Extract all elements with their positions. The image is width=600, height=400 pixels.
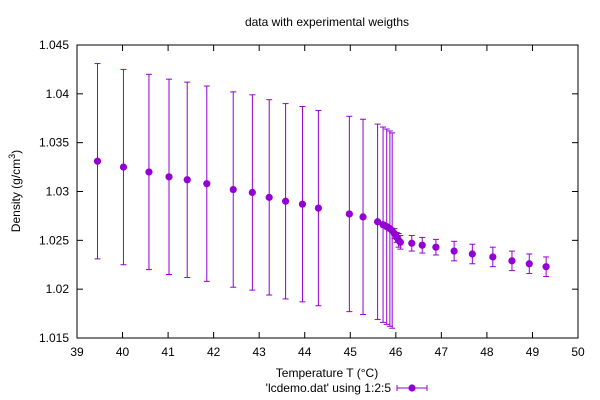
y-tick-label: 1.04 [46, 87, 70, 101]
data-point-group [432, 238, 440, 256]
data-point [542, 263, 550, 271]
plot-frame [76, 44, 579, 339]
data-point-group [183, 81, 191, 278]
plot-border [76, 44, 579, 339]
data-point-group [345, 115, 353, 313]
data-point-group [359, 118, 367, 316]
data-point [450, 247, 458, 255]
x-tick-label: 49 [526, 345, 540, 359]
data-point-group [314, 109, 322, 307]
y-axis-label-suffix: ) [9, 150, 23, 154]
y-axis-label-prefix: Density (g/cm [9, 159, 23, 232]
data-point-group [542, 256, 550, 277]
x-tick-label: 46 [389, 345, 403, 359]
x-tick-label: 47 [435, 345, 449, 359]
data-point [119, 163, 128, 171]
data-point [229, 185, 237, 194]
data-point [298, 200, 307, 208]
data-point [345, 210, 353, 218]
data-point-group [145, 73, 153, 271]
y-tick-label: 1.025 [39, 233, 69, 247]
data-point [374, 218, 382, 226]
data-point [314, 204, 322, 212]
y-axis-label-sup: 3 [7, 154, 17, 159]
data-point-group [525, 253, 533, 275]
y-tick-label: 1.015 [39, 331, 69, 345]
data-point [408, 239, 416, 247]
data-point [468, 250, 476, 258]
x-tick-label: 43 [253, 345, 267, 359]
data-point-group [396, 234, 404, 250]
data-point [508, 257, 516, 265]
data-point [432, 243, 440, 251]
data-point [183, 176, 191, 184]
legend: 'lcdemo.dat' using 1:2:5 [266, 381, 428, 395]
data-point-group [265, 99, 273, 296]
data-point-group [229, 91, 237, 288]
data-point-group [408, 234, 416, 252]
y-axis-label: Density (g/cm3) [7, 150, 23, 232]
data-point-group [508, 250, 516, 272]
data-point-group [489, 246, 497, 268]
y-tick-label: 1.035 [39, 136, 69, 150]
data-point-group [93, 63, 102, 260]
legend-marker [408, 384, 416, 392]
data-point [145, 168, 153, 176]
data-point-group [418, 236, 426, 254]
data-point-group [165, 78, 173, 276]
y-tick-label: 1.045 [39, 38, 69, 52]
data-point-group [248, 94, 256, 291]
series-layer [93, 63, 550, 329]
x-tick-label: 39 [70, 345, 84, 359]
legend-sample [396, 384, 428, 392]
data-point-group [468, 243, 476, 265]
data-point-group [119, 68, 128, 266]
data-point [281, 197, 290, 205]
data-point [93, 157, 102, 165]
x-tick-label: 48 [480, 345, 494, 359]
data-point-group [450, 240, 458, 262]
data-point [265, 193, 273, 201]
y-axis: 1.015 1.02 1.025 1.03 1.035 1.04 1.045 [39, 38, 578, 345]
x-axis: 39 40 41 42 43 44 45 46 47 48 49 50 [70, 45, 585, 359]
x-tick-label: 45 [344, 345, 358, 359]
x-tick-label: 41 [161, 345, 175, 359]
y-tick-label: 1.03 [46, 185, 70, 199]
data-point-group [281, 103, 290, 300]
data-point [203, 180, 211, 188]
y-tick-label: 1.02 [46, 282, 70, 296]
data-point [165, 173, 173, 181]
x-tick-label: 40 [116, 345, 130, 359]
x-axis-label: Temperature T (°C) [276, 366, 378, 380]
x-tick-label: 44 [298, 345, 312, 359]
data-point-group [374, 123, 382, 320]
data-point-group [298, 106, 307, 303]
data-point [525, 260, 533, 268]
data-point [418, 241, 426, 249]
legend-label: 'lcdemo.dat' using 1:2:5 [266, 381, 392, 395]
chart-title: data with experimental weigths [245, 15, 409, 29]
data-point-group [203, 85, 211, 282]
x-tick-label: 50 [571, 345, 585, 359]
x-tick-label: 42 [207, 345, 221, 359]
data-point [248, 188, 256, 197]
data-point [489, 253, 497, 261]
data-point [396, 238, 404, 246]
data-point [359, 213, 367, 221]
